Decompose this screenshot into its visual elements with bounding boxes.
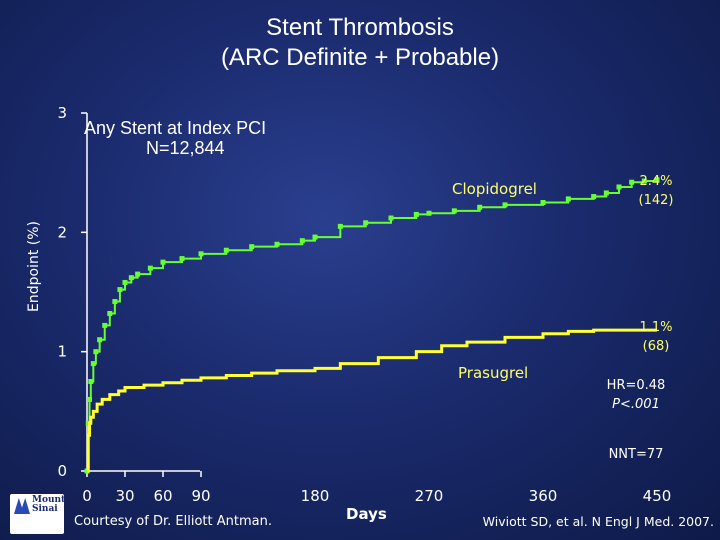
clopidogrel-point	[451, 208, 457, 214]
x-tick-label: 180	[301, 487, 330, 505]
clopidogrel-point	[274, 241, 280, 247]
clopidogrel-label: Clopidogrel	[452, 180, 537, 198]
x-tick-label: 270	[415, 487, 444, 505]
clopidogrel-point	[299, 238, 305, 244]
x-tick-label: 450	[643, 487, 672, 505]
x-axis-label: Days	[346, 505, 387, 523]
panel-title-text: Any Stent at Index PCI	[84, 118, 267, 138]
prasugrel-pct: 1.1%	[639, 320, 673, 335]
clopidogrel-point	[122, 279, 128, 285]
clopidogrel-point	[147, 265, 153, 271]
clopidogrel-point	[477, 204, 483, 210]
x-tick-label: 90	[191, 487, 210, 505]
clopidogrel-point	[102, 322, 108, 328]
courtesy-note: Courtesy of Dr. Elliott Antman.	[74, 514, 272, 529]
clopidogrel-curve	[87, 179, 658, 472]
clopidogrel-point	[179, 256, 185, 262]
clopidogrel-point	[388, 215, 394, 221]
y-tick-label: 1	[57, 343, 67, 361]
clopidogrel-point	[502, 202, 508, 208]
hazard-ratio: HR=0.48 P<.001	[596, 376, 676, 414]
clopidogrel-point	[90, 361, 96, 367]
clopidogrel-point	[198, 251, 204, 257]
x-tick-label: 60	[153, 487, 172, 505]
x-tick-label: 360	[529, 487, 558, 505]
logo-mark-icon	[14, 498, 30, 514]
mount-sinai-logo: Mount Sinai	[10, 494, 66, 534]
clopidogrel-point	[426, 210, 432, 216]
logo-text: Mount Sinai	[32, 495, 66, 514]
clopidogrel-result: 2.4% (142)	[628, 172, 684, 210]
panel-subtitle: N=12,844	[146, 138, 225, 158]
clopidogrel-point	[540, 200, 546, 205]
p-value: P<.001	[612, 397, 660, 412]
clopidogrel-point	[363, 220, 369, 226]
clopidogrel-point	[93, 349, 99, 355]
citation: Wiviott SD, et al. N Engl J Med. 2007.	[482, 514, 714, 529]
clopidogrel-point	[603, 190, 609, 196]
clopidogrel-point	[112, 299, 118, 305]
clopidogrel-point	[107, 310, 113, 316]
clopidogrel-point	[413, 211, 419, 217]
clopidogrel-point	[629, 179, 635, 185]
prasugrel-label: Prasugrel	[458, 364, 529, 382]
clopidogrel-point	[223, 247, 229, 253]
nnt-value: NNT=77	[608, 447, 664, 462]
hr-value: HR=0.48	[606, 378, 666, 393]
panel-title: Any Stent at Index PCI N=12,844	[84, 118, 404, 158]
clopidogrel-n: (142)	[638, 193, 674, 208]
prasugrel-n: (68)	[642, 339, 670, 354]
y-tick-label: 3	[57, 104, 67, 122]
chart-title: Stent Thrombosis	[266, 14, 454, 41]
clopidogrel-point	[249, 244, 255, 250]
clopidogrel-point	[87, 396, 93, 402]
clopidogrel-point	[565, 196, 571, 202]
clopidogrel-point	[591, 194, 597, 200]
clopidogrel-point	[337, 223, 343, 229]
clopidogrel-point	[128, 275, 134, 281]
clopidogrel-point	[88, 379, 94, 384]
y-axis-label: Endpoint (%)	[26, 221, 42, 312]
clopidogrel-point	[160, 259, 166, 265]
clopidogrel-point	[97, 337, 103, 343]
clopidogrel-point	[135, 271, 141, 277]
clopidogrel-pct: 2.4%	[639, 174, 673, 189]
chart-subtitle: (ARC Definite + Probable)	[220, 44, 500, 71]
clopidogrel-point	[616, 184, 622, 190]
clopidogrel-point	[641, 178, 647, 184]
y-tick-label: 2	[57, 223, 67, 241]
prasugrel-result: 1.1% (68)	[628, 318, 684, 356]
y-tick-label: 0	[57, 462, 67, 480]
clopidogrel-point	[654, 177, 660, 183]
prasugrel-curve	[86, 328, 657, 473]
clopidogrel-point	[117, 287, 123, 293]
x-tick-label: 0	[82, 487, 92, 505]
x-tick-label: 30	[115, 487, 134, 505]
clopidogrel-point	[312, 234, 318, 240]
